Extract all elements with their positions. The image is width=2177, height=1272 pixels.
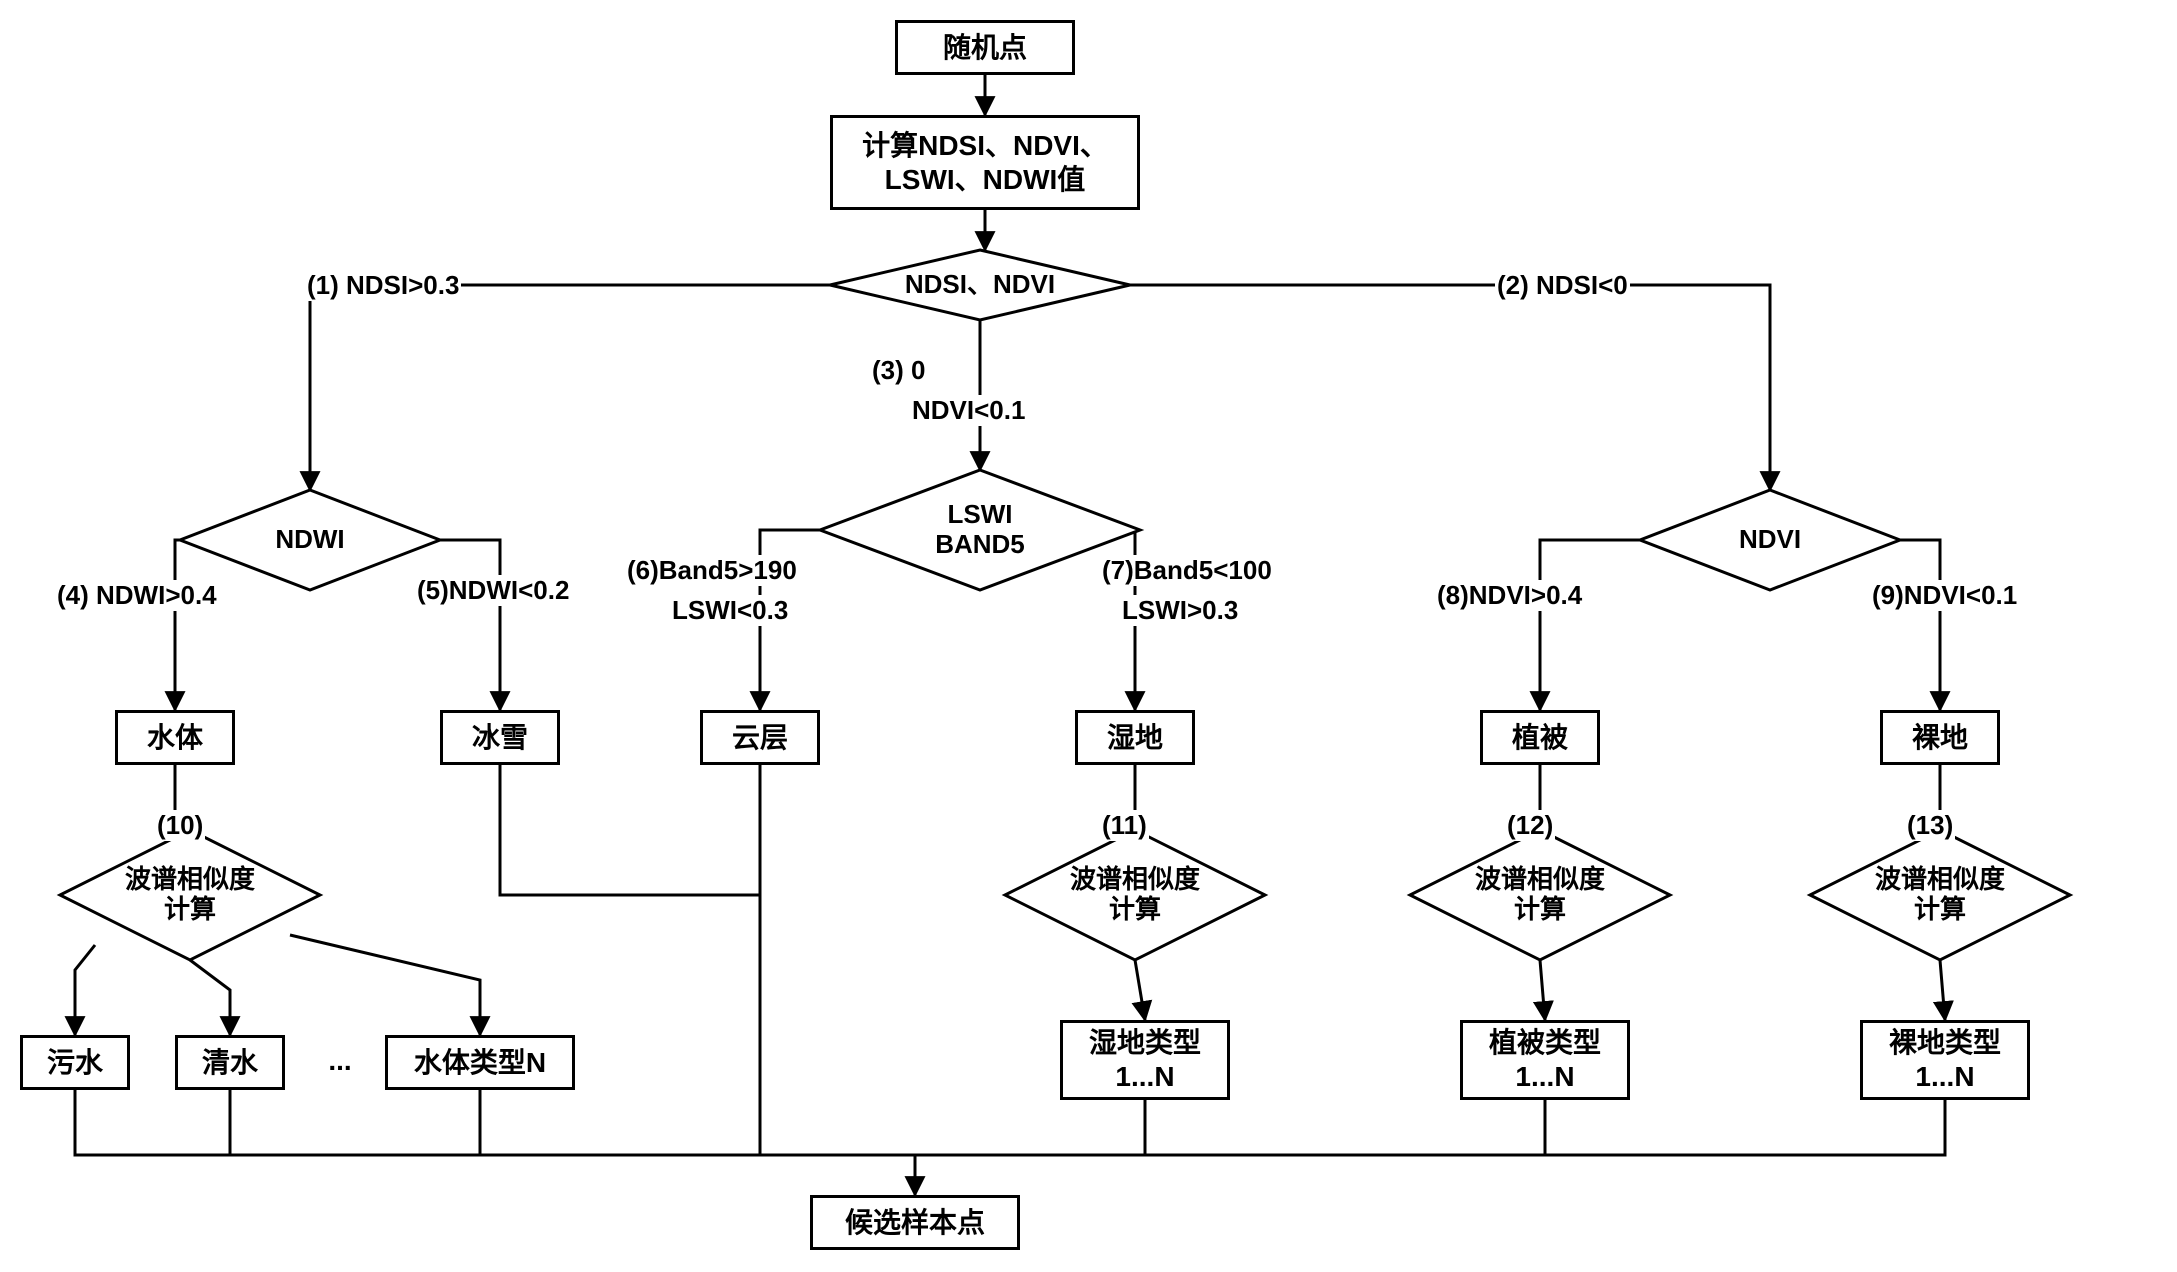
node-label: 云层 [732,721,788,755]
diamond-label: 波谱相似度计算 [1875,865,2005,925]
node-bare: 裸地 [1880,710,2000,765]
diamond-sim12: 波谱相似度计算 [1410,830,1670,960]
node-baren: 裸地类型1...N [1860,1020,2030,1100]
node-label: 湿地 [1107,721,1163,755]
node-watern: 水体类型N [385,1035,575,1090]
diamond-sim10: 波谱相似度计算 [60,830,320,960]
node-label: 候选样本点 [845,1206,985,1240]
node-label: 冰雪 [472,721,528,755]
node-clean: 清水 [175,1035,285,1090]
edge-label-4: (4) NDWI>0.4 [55,580,219,611]
edge-label-7: (7)Band5<100 [1100,555,1274,586]
diamond-sim11: 波谱相似度计算 [1005,830,1265,960]
node-ice: 冰雪 [440,710,560,765]
diamond-ndvi: NDVI [1640,490,1900,590]
node-label: 裸地类型1...N [1889,1026,2001,1093]
node-label: 随机点 [943,31,1027,65]
edge-label-5: (5)NDWI<0.2 [415,575,571,606]
diamond-label: 波谱相似度计算 [1475,865,1605,925]
node-label: 污水 [47,1046,103,1080]
node-label: 清水 [202,1046,258,1080]
node-label: 裸地 [1912,721,1968,755]
node-wet: 湿地 [1075,710,1195,765]
node-label: 水体类型N [414,1046,546,1080]
diamond-lswi: LSWIBAND5 [820,470,1140,590]
diamond-label: LSWIBAND5 [935,500,1025,560]
node-label: 湿地类型1...N [1089,1026,1201,1093]
node-sewage: 污水 [20,1035,130,1090]
tag-11: (11) [1100,810,1149,841]
node-start: 随机点 [895,20,1075,75]
node-label: 计算NDSI、NDVI、LSWI、NDWI值 [862,129,1108,196]
diamond-label: NDSI、NDVI [905,270,1055,300]
node-veg: 植被 [1480,710,1600,765]
edge-label-7b: LSWI>0.3 [1120,595,1240,626]
node-calc: 计算NDSI、NDVI、LSWI、NDWI值 [830,115,1140,210]
diamond-label: 波谱相似度计算 [125,865,255,925]
edge-label-6b: LSWI<0.3 [670,595,790,626]
tag-13: (13) [1905,810,1955,841]
edge-label-2: (2) NDSI<0 [1495,270,1630,301]
edge-label-3b: NDVI<0.1 [910,395,1027,426]
edge-label-9: (9)NDVI<0.1 [1870,580,2019,611]
node-cloud: 云层 [700,710,820,765]
edge-label-8: (8)NDVI>0.4 [1435,580,1584,611]
node-label: 植被类型1...N [1489,1026,1601,1093]
edge-label-3: (3) 0 [870,355,927,386]
node-final: 候选样本点 [810,1195,1020,1250]
node-dots: ... [310,1045,370,1077]
edge-label-1: (1) NDSI>0.3 [305,270,461,301]
node-label: ... [328,1045,351,1076]
diamond-ndwi: NDWI [180,490,440,590]
node-label: 水体 [147,721,203,755]
edge-label-6: (6)Band5>190 [625,555,799,586]
tag-12: (12) [1505,810,1555,841]
tag-10: (10) [155,810,205,841]
diamond-label: NDWI [275,525,344,555]
node-water: 水体 [115,710,235,765]
node-wetn: 湿地类型1...N [1060,1020,1230,1100]
node-label: 植被 [1512,721,1568,755]
diamond-label: 波谱相似度计算 [1070,865,1200,925]
diamond-sim13: 波谱相似度计算 [1810,830,2070,960]
diamond-top: NDSI、NDVI [830,250,1130,320]
node-vegn: 植被类型1...N [1460,1020,1630,1100]
diamond-label: NDVI [1739,525,1801,555]
